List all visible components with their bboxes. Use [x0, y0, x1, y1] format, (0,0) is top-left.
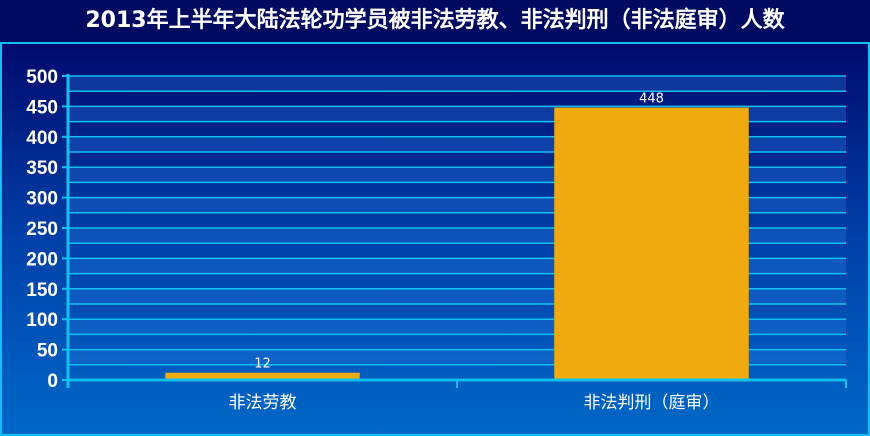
y-tick-label: 300 [26, 189, 58, 210]
y-tick-label: 500 [26, 67, 58, 88]
y-tick-label: 350 [26, 158, 58, 179]
y-tick-label: 450 [26, 97, 58, 118]
y-tick-label: 150 [26, 280, 58, 301]
data-label: 448 [639, 92, 664, 107]
y-tick-label: 400 [26, 128, 58, 149]
y-tick-label: 200 [26, 249, 58, 270]
x-tick-label: 非法判刑（庭审） [584, 393, 720, 413]
bar-2 [554, 107, 749, 380]
chart-title: 2013年上半年大陆法轮功学员被非法劳教、非法判刑（非法庭审）人数 [0, 0, 870, 42]
bar-1 [165, 372, 360, 380]
y-tick-label: 250 [26, 219, 58, 240]
y-tick-label: 50 [37, 341, 58, 362]
data-label: 12 [254, 357, 271, 372]
y-tick-label: 100 [26, 310, 58, 331]
grid-band [68, 76, 846, 92]
y-tick-label: 0 [47, 371, 58, 392]
x-tick-label: 非法劳教 [229, 393, 297, 413]
